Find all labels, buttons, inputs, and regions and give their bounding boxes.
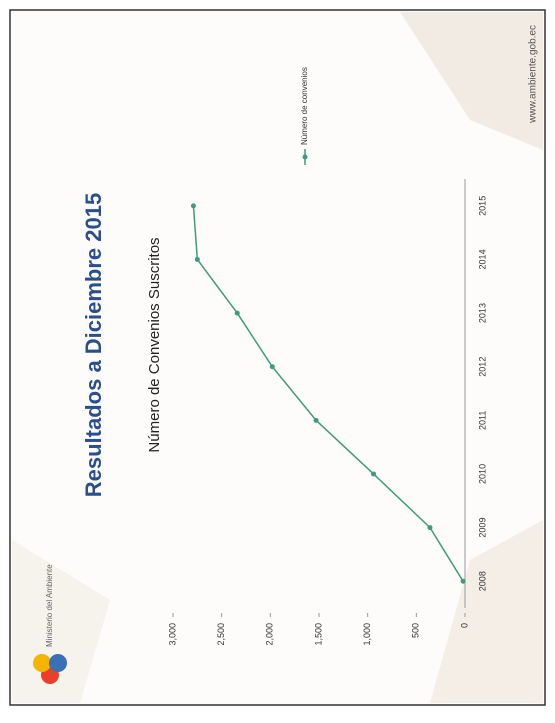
x-tick-label: 2014 [477, 249, 487, 269]
x-tick-label: 2012 [477, 357, 487, 377]
x-tick-label: 2011 [477, 411, 487, 430]
x-tick-label: 2009 [477, 518, 487, 538]
slide-title: Resultados a Diciembre 2015 [81, 193, 106, 497]
x-tick-label: 2008 [477, 571, 487, 591]
point [313, 417, 319, 423]
rotated-slide: Ministerio del Ambiente Resultados a Dic… [33, 25, 539, 684]
point [427, 525, 433, 531]
point [194, 256, 200, 262]
y-tick-label: 2,500 [216, 623, 226, 646]
legend-label: Número de convenios [300, 67, 309, 145]
slide-frame [9, 9, 546, 706]
y-tick-label: 500 [411, 623, 421, 638]
point [190, 203, 196, 209]
x-tick-label: 2010 [477, 464, 487, 484]
point [460, 578, 466, 584]
logo-text: Ministerio del Ambiente [45, 564, 54, 647]
point [371, 471, 377, 477]
y-tick-label: 1,500 [313, 623, 323, 646]
y-tick-label: 3,000 [167, 623, 177, 646]
y-tick-label: 2,000 [265, 623, 275, 646]
legend-marker [302, 154, 308, 160]
point [269, 364, 275, 370]
point [234, 310, 240, 316]
y-tick-label: 1,000 [362, 623, 372, 646]
y-tick-label: 0 [459, 623, 469, 628]
footer-url: www.ambiente.gob.ec [528, 25, 539, 124]
decoration [400, 12, 543, 150]
x-tick-label: 2015 [477, 196, 487, 216]
x-tick-label: 2013 [477, 303, 487, 323]
series-line [192, 205, 464, 582]
chart-subtitle: Número de Convenios Suscritos [146, 237, 163, 452]
logo: Ministerio del Ambiente [33, 564, 67, 684]
decoration [430, 520, 543, 703]
